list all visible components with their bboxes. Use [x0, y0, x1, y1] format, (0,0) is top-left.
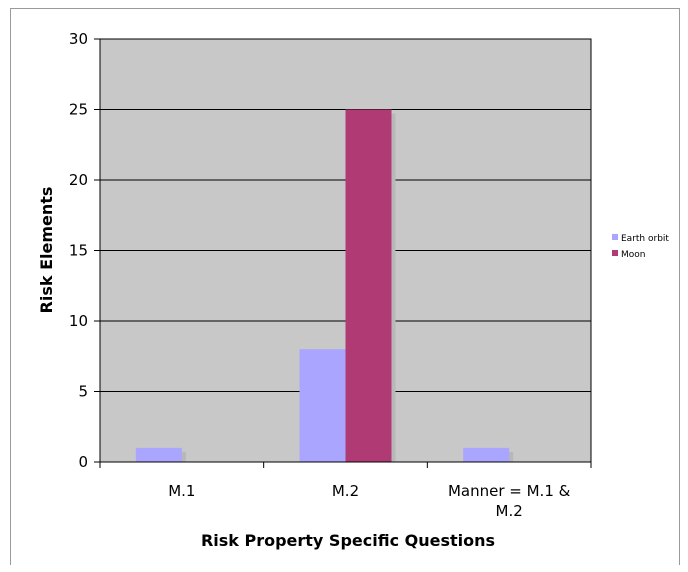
- x-tick-label: M.1: [168, 482, 195, 500]
- legend: Earth orbit Moon: [612, 234, 669, 260]
- y-tick-label: 20: [69, 171, 88, 189]
- plot-border: [99, 38, 592, 463]
- bars: [135, 109, 514, 462]
- y-tick-label: 15: [69, 242, 88, 260]
- y-tick-label: 0: [78, 453, 88, 471]
- legend-swatch: [612, 250, 618, 256]
- y-tick-label: 10: [69, 312, 88, 330]
- x-tick-label: M.2: [332, 482, 359, 500]
- y-tick-labels: 0 5 10 15 20 25 30: [69, 30, 88, 471]
- bar-earth-orbit-2: [299, 349, 346, 462]
- x-axis-title: Risk Property Specific Questions: [201, 531, 495, 550]
- x-tick-label: Manner = M.1 & M.2: [448, 482, 571, 520]
- legend-label: Moon: [621, 250, 645, 260]
- legend-label: Earth orbit: [621, 234, 669, 244]
- bar-moon-2: [345, 109, 392, 462]
- y-tick-label: 25: [69, 101, 88, 119]
- y-tick-label: 5: [78, 383, 88, 401]
- bar-earth-orbit-3: [463, 447, 510, 462]
- y-tick-label: 30: [69, 30, 88, 48]
- legend-swatch: [612, 234, 618, 240]
- y-axis-title: Risk Elements: [37, 187, 56, 314]
- axes: [94, 38, 592, 468]
- x-tick-labels: M.1 M.2 Manner = M.1 & M.2: [168, 482, 570, 520]
- bar-earth-orbit-1: [135, 447, 182, 462]
